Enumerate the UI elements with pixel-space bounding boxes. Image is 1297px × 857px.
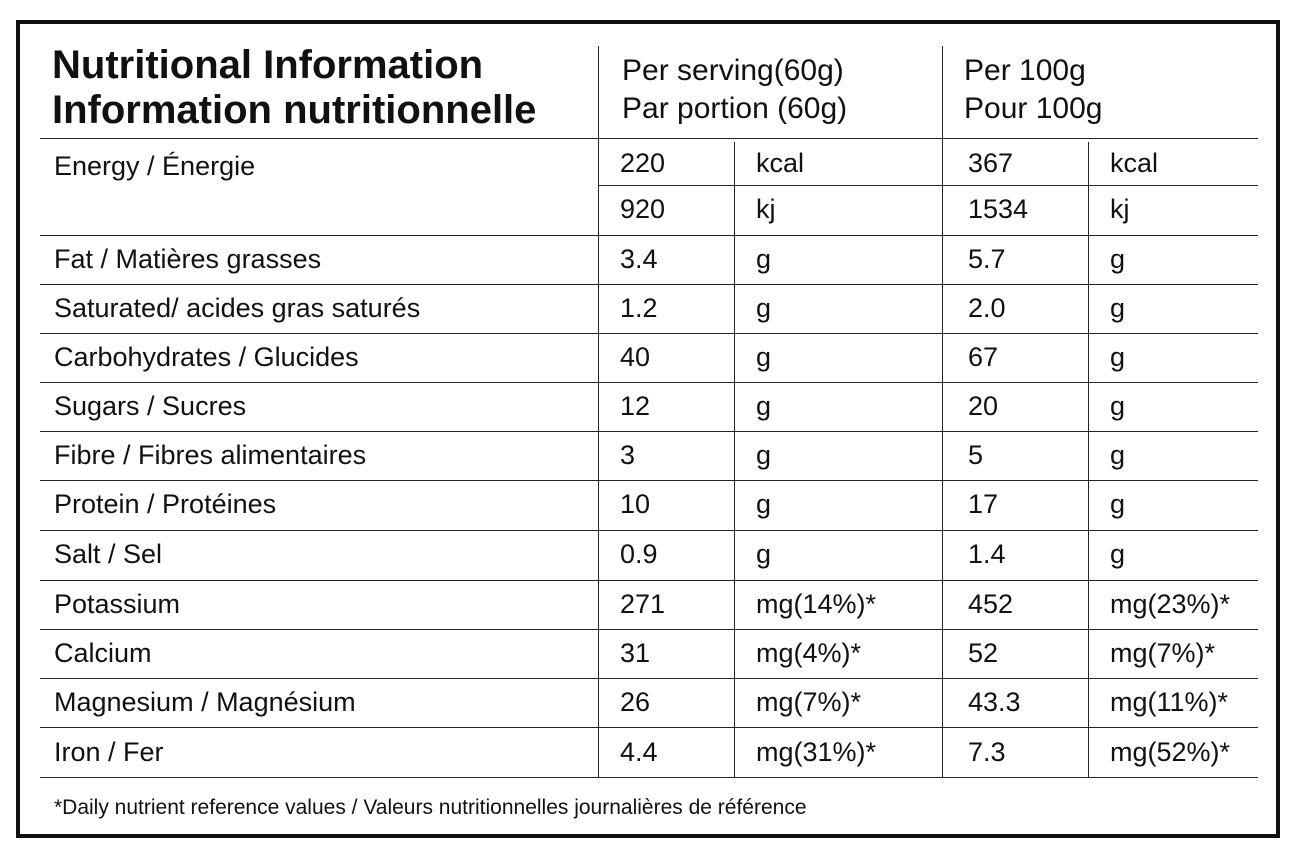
nutrient-unit-serving: mg(7%)* [756,687,862,717]
nutrient-value-serving: 4.4 [620,737,658,767]
nutrient-value-per100: 452 [968,589,1014,619]
nutrient-unit-per100: mg(52%)* [1110,737,1231,767]
nutrient-label: Salt / Sel [54,539,163,569]
nutrient-value-per100: 17 [968,489,999,519]
energy-kcal-serving: 220 [620,148,666,178]
nutrient-unit-per100: mg(7%)* [1110,638,1216,668]
nutrient-unit-per100: mg(11%)* [1110,687,1229,717]
nutrient-unit-serving: g [756,440,772,470]
row-divider [40,727,1258,728]
nutrient-value-serving: 31 [620,638,651,668]
column-header-serving-fr: Par portion (60g) [622,92,848,125]
nutrient-unit-per100: g [1110,342,1126,372]
row-divider [40,382,1258,383]
energy-kcal-unit: kcal [756,148,805,178]
nutrient-value-serving: 0.9 [620,539,658,569]
nutrient-label: Magnesium / Magnésium [54,687,356,717]
energy-label: Energy / Énergie [54,151,256,181]
nutrient-value-serving: 3 [620,440,636,470]
row-divider-bottom [40,777,1258,778]
nutrient-label: Carbohydrates / Glucides [54,342,359,372]
row-divider [40,580,1258,581]
row-divider [40,235,1258,236]
nutrient-value-per100: 7.3 [968,737,1006,767]
row-divider [40,678,1258,679]
nutrient-label: Iron / Fer [54,737,164,767]
nutrient-unit-serving: mg(31%)* [756,737,877,767]
energy-kj-unit: kj [756,194,776,224]
row-divider [40,530,1258,531]
row-divider-header [40,138,1258,139]
nutrient-label: Fibre / Fibres alimentaires [54,440,367,470]
nutrient-label: Saturated/ acides gras saturés [54,293,421,323]
column-divider-serving [598,46,599,778]
nutrient-value-serving: 40 [620,342,651,372]
nutrient-unit-serving: g [756,539,772,569]
nutrient-value-serving: 3.4 [620,244,658,274]
row-divider [40,284,1258,285]
nutrient-label: Calcium [54,638,152,668]
nutrient-value-per100: 5 [968,440,984,470]
nutrient-label: Sugars / Sucres [54,391,247,421]
nutrient-value-serving: 12 [620,391,651,421]
row-divider [40,629,1258,630]
nutrient-unit-per100: g [1110,293,1126,323]
nutrient-unit-serving: g [756,391,772,421]
column-divider-serving-unit [734,142,735,778]
nutrient-value-per100: 67 [968,342,999,372]
nutrient-unit-serving: g [756,244,772,274]
nutrient-unit-per100: g [1110,539,1126,569]
nutrient-unit-serving: g [756,342,772,372]
row-divider [40,431,1258,432]
energy-kcal-per100: 367 [968,148,1014,178]
footnote: *Daily nutrient reference values / Valeu… [54,796,807,819]
column-divider-per100-unit [1088,142,1089,778]
row-divider-energy-sub [598,185,1258,186]
nutrient-value-per100: 20 [968,391,999,421]
energy-kcal-unit-100g: kcal [1110,148,1159,178]
nutrient-value-serving: 271 [620,589,666,619]
nutrient-value-per100: 43.3 [968,687,1021,717]
energy-kj-serving: 920 [620,194,666,224]
nutrient-label: Potassium [54,589,181,619]
column-header-serving-en: Per serving(60g) [622,54,844,87]
nutrient-label: Protein / Protéines [54,489,277,519]
nutrient-unit-serving: mg(4%)* [756,638,862,668]
nutrient-value-serving: 10 [620,489,651,519]
nutrient-value-serving: 1.2 [620,293,658,323]
nutrient-unit-per100: g [1110,440,1126,470]
row-divider [40,480,1258,481]
column-divider-per100 [942,46,943,778]
nutrition-label-frame [16,20,1280,838]
nutrient-value-per100: 5.7 [968,244,1006,274]
row-divider [40,333,1258,334]
column-header-per100-fr: Pour 100g [964,92,1103,125]
energy-kj-per100: 1534 [968,194,1029,224]
nutrient-value-per100: 1.4 [968,539,1006,569]
nutrient-label: Fat / Matières grasses [54,244,322,274]
energy-kj-unit-100g: kj [1110,194,1130,224]
nutrient-unit-serving: g [756,293,772,323]
nutrient-value-per100: 52 [968,638,999,668]
title-french: Information nutritionnelle [52,88,537,132]
nutrient-value-per100: 2.0 [968,293,1006,323]
nutrient-unit-per100: g [1110,391,1126,421]
column-header-per100-en: Per 100g [964,54,1086,87]
nutrient-unit-serving: g [756,489,772,519]
nutrient-unit-serving: mg(14%)* [756,589,877,619]
nutrient-value-serving: 26 [620,687,651,717]
nutrient-unit-per100: mg(23%)* [1110,589,1231,619]
nutrient-unit-per100: g [1110,244,1126,274]
nutrient-unit-per100: g [1110,489,1126,519]
title-english: Nutritional Information [52,43,484,87]
